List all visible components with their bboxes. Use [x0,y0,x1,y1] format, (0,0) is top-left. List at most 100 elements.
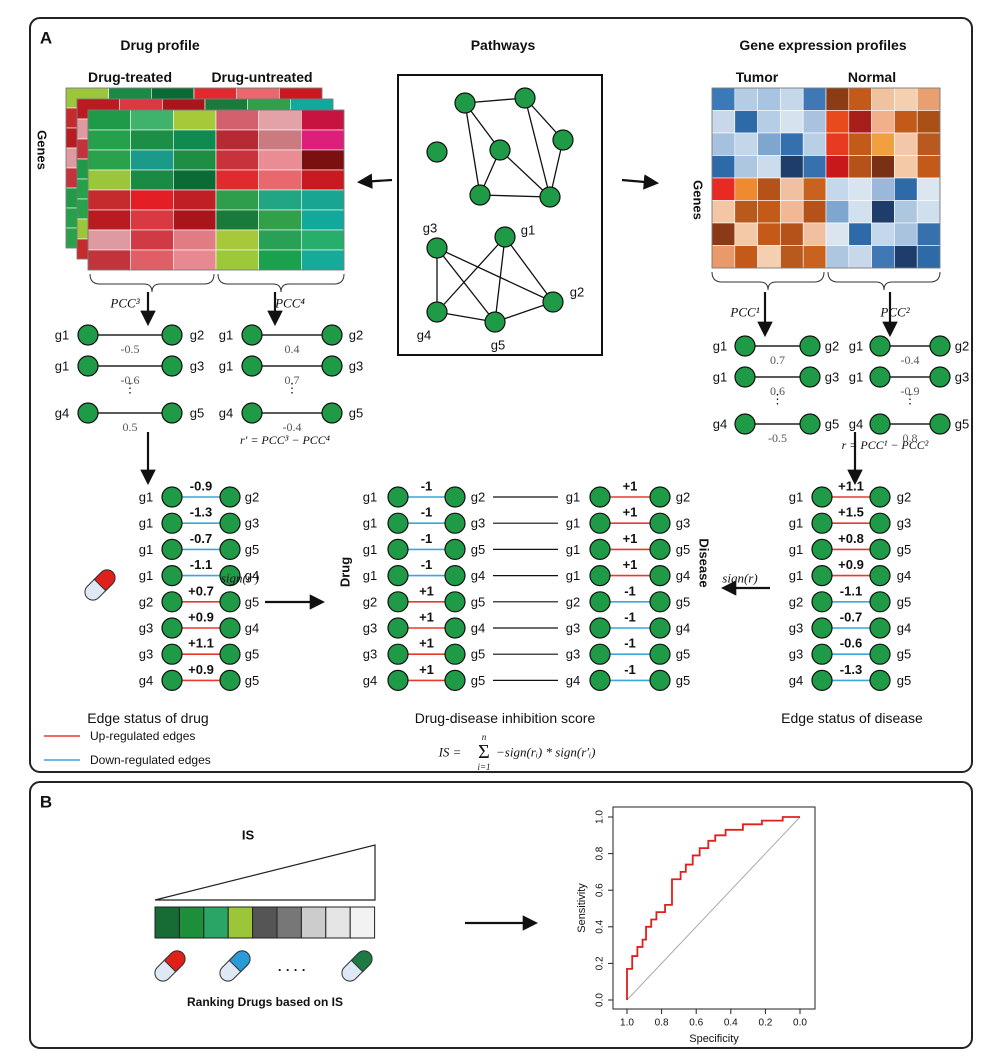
heatmap-cell [871,177,895,201]
pathway-edge [436,236,506,313]
sign-label: sign(r) [722,571,757,586]
formula: −sign(rᵢ) * sign(r′ᵢ) [496,745,596,760]
caption: Edge status of drug [87,710,208,726]
heatmap-cell [130,109,174,131]
heatmap-cell [871,110,895,134]
node [799,413,821,435]
node [734,366,756,388]
node [929,335,951,357]
edge-value: -0.5 [121,342,140,356]
edge-value: 0.6 [770,384,785,398]
heatmap-cell [780,87,804,111]
heatmap-cell [711,177,736,201]
ellipsis: ⋮ [286,381,299,396]
heatmap-cell [130,229,174,251]
formula: r′ = PCC³ − PCC⁴ [240,433,330,447]
heatmap-cell [871,155,895,179]
node-label: g5 [245,594,259,609]
heatmap-cell [916,155,941,179]
pathway-box [397,74,603,356]
node-label: g4 [897,568,911,583]
pathway-edge [524,97,551,198]
heatmap-cell [871,132,895,156]
heatmap-cell [215,189,259,211]
edge-value: +1 [419,583,434,598]
heatmap-cell [258,229,302,251]
node [589,643,611,665]
edge-value: 0.7 [770,353,785,367]
node-label: g3 [245,516,259,531]
node [161,486,183,508]
drug-pill [219,950,251,982]
node-label: g4 [471,568,485,583]
heatmap-cell [757,155,781,179]
node [514,87,536,109]
edge-value: -1 [624,610,636,625]
edge-value: -0.4 [901,353,920,367]
heatmap-cell [87,209,131,231]
node-label: g3 [566,647,580,662]
heatmap-cell [173,229,217,251]
brace [827,271,941,291]
node [811,617,833,639]
node-label: g5 [897,542,911,557]
heatmap-cell-border [87,109,345,271]
heatmap-cell [215,209,259,231]
edge-value: -1 [421,531,433,546]
node-label: g1 [363,568,377,583]
node [454,92,476,114]
heatmap-cell [130,149,174,171]
node-label: g3 [825,370,839,385]
edge-value: -0.4 [283,420,302,434]
edge-value: -1 [624,662,636,677]
heatmap-cell [757,222,781,246]
heatmap-cell [825,87,850,111]
heatmap-cell [825,245,850,269]
node [444,617,466,639]
heatmap-cell [848,155,872,179]
heatmap-cell [802,110,827,134]
sign-label: sign(r′) [221,571,259,586]
node [869,564,891,587]
node-label: g4 [417,328,431,343]
node [589,617,611,639]
heatmap-cell [757,110,781,134]
heatmap-cell [894,245,918,269]
heading: Gene expression profiles [739,37,906,53]
node [649,617,671,639]
heatmap-cell [173,149,217,171]
y-tick-label: 0.2 [595,956,606,970]
node-label: g5 [245,647,259,662]
node-label: g1 [713,370,727,385]
arrow [356,173,393,189]
heatmap-cell [825,110,850,134]
node [489,139,511,161]
heatmap-cell [258,209,302,231]
heatmap-cell [258,129,302,151]
node [649,564,671,587]
brace [711,271,825,291]
heatmap-cell [215,109,259,131]
y-tick-label: 0.6 [595,883,606,897]
node-label: g1 [363,516,377,531]
node [869,413,891,435]
node-label: g2 [825,339,839,354]
node-label: g1 [566,516,580,531]
heatmap-cell [894,87,918,111]
heatmap-cell [848,245,872,269]
heatmap-cell [848,177,872,201]
is-triangle [154,844,376,901]
y-tick-label: 0.4 [595,919,606,933]
node-label: g5 [897,647,911,662]
edge-value: +1 [419,610,434,625]
heatmap-cell [734,132,758,156]
node-label: g5 [349,406,363,421]
node [219,486,241,508]
node-label: g4 [471,621,485,636]
heatmap-cell [301,169,345,191]
node-label: g5 [676,647,690,662]
node-label: g2 [190,328,204,343]
node [869,643,891,665]
heatmap-cell [87,149,131,171]
node [161,538,183,561]
